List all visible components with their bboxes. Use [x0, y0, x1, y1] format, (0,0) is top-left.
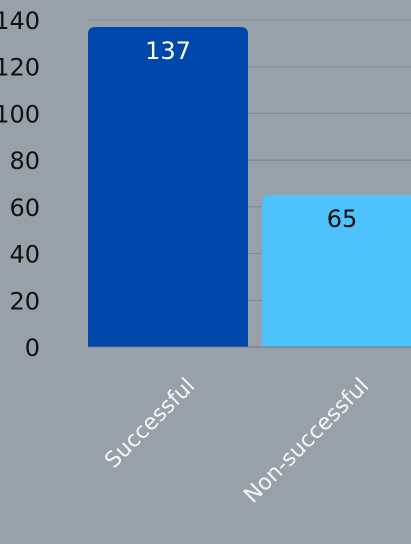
- y-tick-label: 100: [0, 100, 40, 128]
- y-tick-label: 0: [25, 334, 40, 362]
- x-tick-label: Successful: [100, 374, 200, 474]
- y-tick-label: 80: [9, 147, 40, 175]
- y-tick-label: 140: [0, 7, 40, 35]
- bar-successful: [88, 27, 248, 348]
- y-tick-label: 60: [9, 194, 40, 222]
- y-tick-label: 40: [9, 241, 40, 269]
- data-label: 137: [145, 37, 191, 65]
- bar-non-successful: [262, 195, 411, 347]
- y-tick-label: 120: [0, 54, 40, 82]
- x-tick-label: Non-successful: [239, 374, 374, 509]
- data-label: 65: [327, 205, 358, 233]
- y-tick-label: 20: [9, 287, 40, 315]
